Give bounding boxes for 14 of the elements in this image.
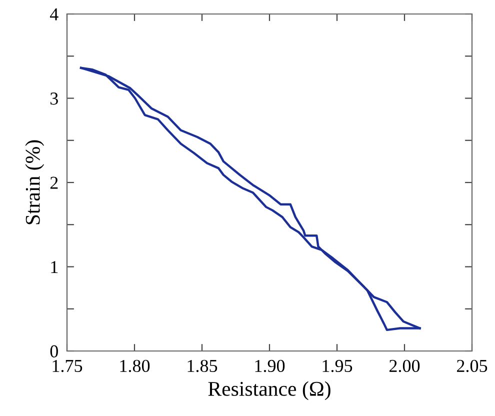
x-tick-label: 1.90 — [255, 360, 285, 372]
y-tick-label: 0 — [50, 345, 58, 358]
y-axis-title: Strain (%) — [25, 140, 44, 224]
x-tick-label: 2.05 — [456, 360, 488, 372]
y-tick-label: 2 — [50, 176, 58, 189]
y-tick-label: 3 — [50, 92, 58, 105]
x-tick-label: 1.80 — [120, 360, 150, 372]
x-tick-label: 1.95 — [322, 360, 352, 372]
x-axis-title: Resistance (Ω) — [208, 381, 330, 400]
x-tick-label: 1.85 — [188, 360, 218, 372]
y-tick-label: 4 — [50, 8, 58, 20]
x-tick-label: 1.75 — [52, 360, 82, 372]
y-tick-label: 1 — [51, 261, 58, 274]
x-tick-label: 2.00 — [389, 360, 420, 372]
